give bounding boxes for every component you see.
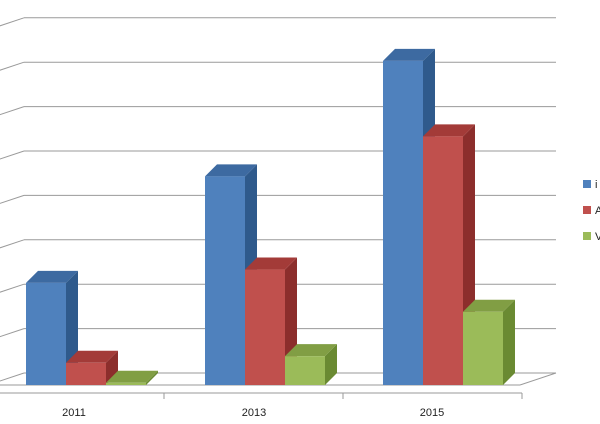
bar-A-2011: [66, 350, 118, 385]
side-gridline: [0, 17, 25, 27]
side-gridline: [0, 328, 25, 338]
bar-top: [245, 257, 297, 270]
bar-side: [146, 370, 158, 385]
bar-side: [325, 344, 337, 385]
bar-A-2013: [245, 257, 297, 385]
floor-side-edge: [519, 372, 557, 386]
side-gridline: [0, 194, 25, 204]
side-gridline: [0, 239, 25, 249]
bar-front: [106, 382, 146, 385]
bar-V-2015: [463, 299, 515, 385]
side-gridline: [0, 372, 25, 382]
legend-label: V: [595, 231, 600, 243]
legend-item-V: V: [583, 231, 600, 243]
bar-front: [245, 269, 285, 385]
side-gridline: [0, 106, 25, 116]
bar-top: [285, 344, 337, 357]
bar-top: [463, 299, 515, 312]
bar-top: [106, 370, 158, 383]
bar-V-2011: [106, 370, 158, 385]
bar-top: [423, 124, 475, 137]
bar-front: [383, 60, 423, 385]
legend-label: A: [595, 205, 600, 217]
legend-swatch: [583, 232, 591, 240]
legend-item-A: A: [583, 205, 600, 217]
bar-front: [26, 282, 66, 385]
bar-top: [66, 350, 118, 363]
bar-side: [503, 299, 515, 385]
x-axis: 2011 2013 2015: [0, 392, 523, 419]
bar-side: [106, 350, 118, 385]
bar-top: [26, 270, 78, 283]
legend: i A V: [583, 179, 600, 243]
bars: [26, 48, 515, 386]
bar-top: [205, 164, 257, 177]
side-gridline: [0, 283, 25, 293]
bar-A-2015: [423, 124, 475, 386]
legend-label: i: [595, 179, 597, 191]
side-gridline: [0, 61, 25, 71]
bar-V-2013: [285, 344, 337, 385]
legend-swatch: [583, 180, 591, 188]
bar-i-2011: [26, 270, 78, 385]
x-tick-label: 2015: [420, 407, 444, 419]
legend-item-i: i: [583, 179, 597, 191]
bar-front: [66, 362, 106, 385]
side-gridline: [0, 150, 25, 160]
bar-front: [205, 176, 245, 385]
bar-front: [285, 356, 325, 385]
bar-front: [463, 311, 503, 385]
x-tick-label: 2013: [242, 407, 266, 419]
bar-front: [423, 136, 463, 385]
bar-top: [383, 48, 435, 61]
legend-swatch: [583, 206, 591, 214]
x-tick-label: 2011: [62, 407, 86, 419]
